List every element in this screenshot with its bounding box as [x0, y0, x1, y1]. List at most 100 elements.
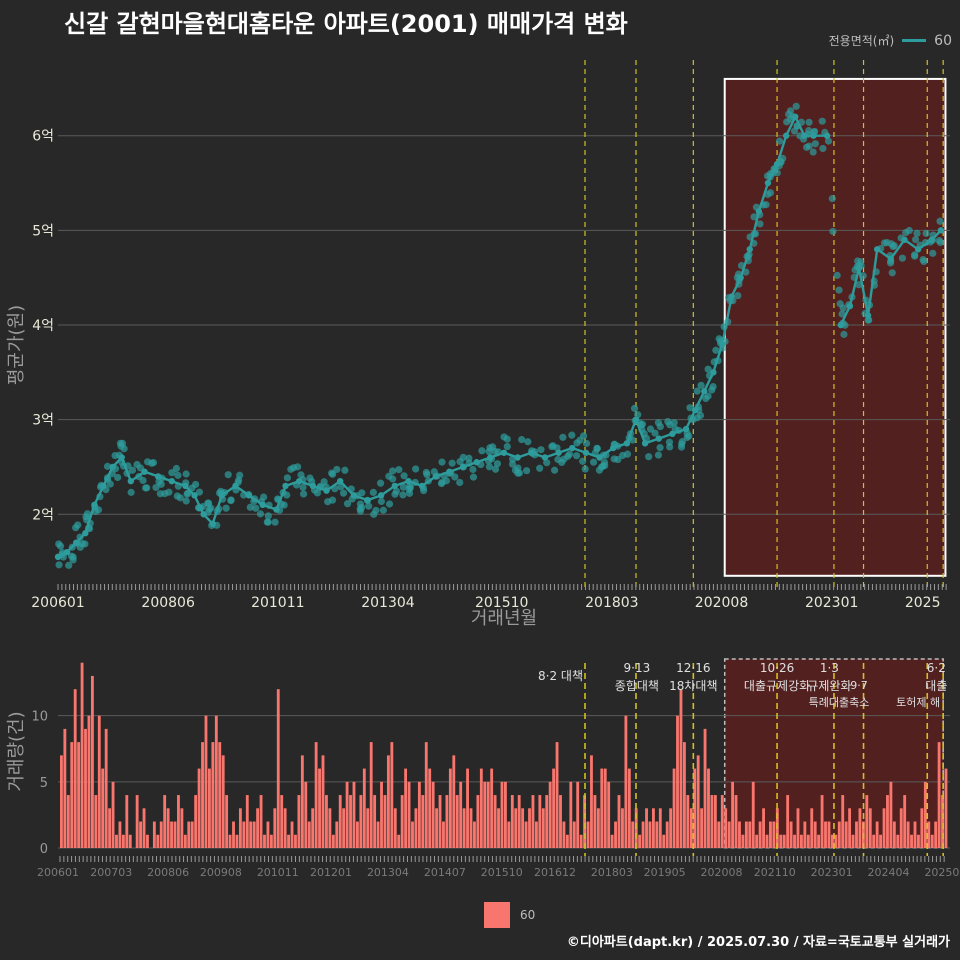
scatter-point	[222, 504, 230, 512]
volume-bar	[462, 808, 466, 848]
scatter-point	[256, 510, 265, 518]
scatter-point	[518, 435, 526, 444]
volume-bar	[741, 834, 745, 848]
scatter-point	[260, 493, 268, 501]
scatter-point	[55, 561, 63, 569]
volume-bar	[407, 781, 411, 848]
volume-bar	[937, 742, 941, 848]
scatter-point	[227, 496, 235, 504]
volume-bar	[879, 834, 883, 848]
scatter-point	[174, 471, 182, 479]
scatter-point	[835, 286, 843, 294]
x-axis-title: 거래년월	[471, 608, 537, 629]
volume-bar	[930, 834, 934, 848]
volume-bar	[225, 795, 229, 848]
scatter-point	[252, 504, 260, 512]
volume-bar	[101, 768, 105, 848]
scatter-point	[786, 107, 795, 115]
volume-bar	[414, 808, 418, 848]
volume-bar	[717, 821, 721, 848]
volume-bar	[731, 781, 735, 848]
bar-x-tick-label: 201407	[424, 866, 466, 879]
volume-bar	[510, 795, 514, 848]
volume-bar	[841, 795, 845, 848]
volume-bar	[724, 808, 728, 848]
price-point	[914, 246, 922, 253]
scatter-point	[929, 249, 937, 257]
scatter-point	[438, 458, 446, 466]
volume-bar	[868, 808, 872, 848]
volume-bar	[824, 821, 827, 848]
scatter-point	[246, 503, 254, 511]
volume-bar	[806, 834, 810, 848]
bar-x-tick-label: 201803	[591, 866, 633, 879]
scatter-point	[824, 137, 833, 145]
volume-bar	[455, 795, 459, 848]
volume-bar	[380, 781, 383, 848]
scatter-point	[828, 194, 836, 203]
volume-bar	[245, 795, 249, 848]
price-point	[764, 179, 772, 187]
price-point	[232, 482, 239, 490]
price-point	[719, 340, 726, 348]
scatter-point	[264, 512, 272, 520]
volume-bar	[648, 821, 652, 848]
scatter-point	[358, 489, 366, 497]
bar-x-tick-label: 202507	[924, 866, 960, 879]
scatter-point	[448, 459, 456, 467]
volume-bar	[294, 834, 297, 848]
scatter-point	[811, 140, 819, 148]
volume-bar	[803, 821, 807, 848]
volume-bar	[187, 821, 191, 848]
volume-bar	[428, 768, 432, 848]
scatter-point	[898, 254, 907, 262]
volume-bar	[906, 821, 910, 848]
volume-bar	[758, 821, 762, 848]
volume-bar	[748, 821, 752, 848]
volume-bar	[528, 808, 531, 848]
annotation-text: 규제완화	[807, 679, 851, 693]
volume-bar	[211, 742, 215, 848]
bar-y-tick-label: 10	[31, 710, 48, 725]
volume-bar	[923, 781, 927, 848]
scatter-point	[205, 505, 214, 513]
annotation-text: 8·2 대책	[538, 668, 583, 683]
volume-bar	[851, 834, 855, 848]
price-point	[569, 444, 576, 452]
volume-bar	[84, 728, 87, 848]
y-tick-label: 4억	[32, 318, 54, 334]
price-point	[168, 477, 175, 485]
bar-x-tick-label: 201011	[257, 866, 299, 879]
x-tick-label: 201803	[585, 595, 638, 611]
volume-bar	[834, 834, 838, 848]
scatter-point	[888, 269, 896, 277]
scatter-point	[385, 500, 394, 508]
volume-bar	[376, 821, 380, 848]
bar-x-tick-label: 201201	[310, 866, 352, 879]
price-point	[701, 388, 708, 395]
price-point	[937, 227, 945, 234]
bar-x-tick-label: 200703	[90, 866, 132, 879]
scatter-point	[399, 483, 407, 491]
price-point	[669, 430, 676, 438]
bar-y-axis-title: 거래량(건)	[6, 711, 27, 791]
volume-bar	[342, 808, 346, 848]
volume-bar	[789, 821, 793, 848]
scatter-point	[69, 553, 77, 561]
scatter-point	[819, 144, 827, 153]
scatter-point	[365, 502, 373, 510]
scatter-point	[399, 491, 407, 499]
volume-bar	[297, 795, 301, 848]
scatter-point	[173, 492, 181, 500]
volume-bar	[94, 795, 98, 848]
volume-bar	[586, 821, 590, 848]
scatter-point	[377, 497, 385, 506]
bar-x-tick-label: 200601	[37, 866, 79, 879]
volume-bar	[259, 795, 263, 848]
scatter-point	[775, 137, 784, 145]
volume-bar	[424, 742, 428, 848]
scatter-point	[902, 229, 910, 237]
volume-bar	[896, 834, 900, 848]
volume-bar	[800, 834, 803, 848]
scatter-point	[550, 466, 559, 474]
